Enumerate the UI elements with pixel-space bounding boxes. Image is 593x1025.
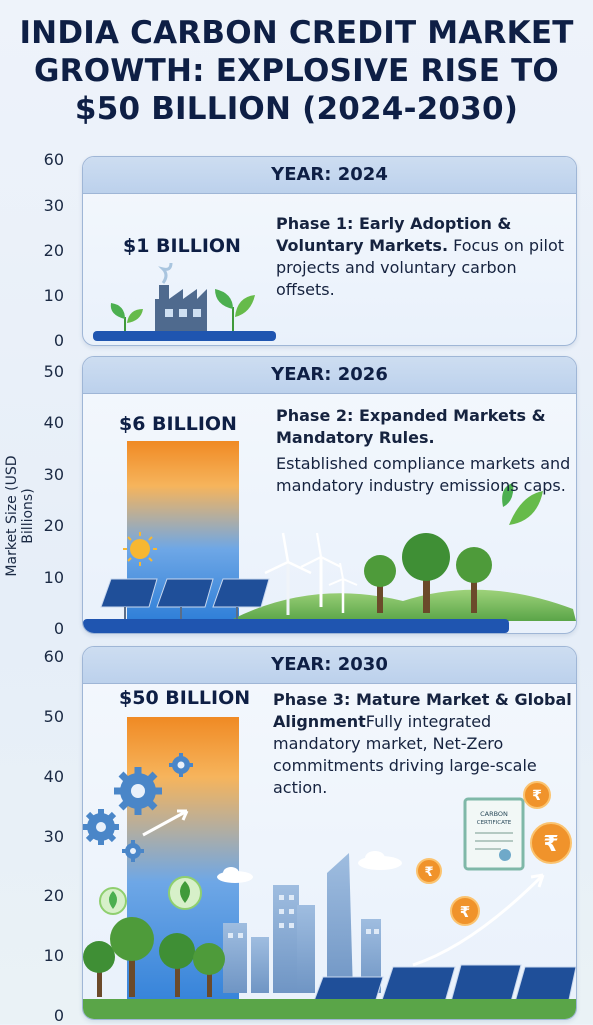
- phase-text-2026: Phase 2: Expanded Markets & Mandatory Ru…: [276, 405, 572, 497]
- y-tick-label: 50: [43, 706, 64, 726]
- y-tick-label: 10: [43, 946, 64, 966]
- y-tick-label: 30: [43, 826, 64, 846]
- panel-2-art: [83, 441, 576, 633]
- title-line-2: GROWTH: EXPLOSIVE RISE TO: [34, 53, 559, 89]
- baseline-bar: [83, 619, 509, 633]
- y-tick-label: 10: [43, 567, 64, 587]
- cloud-icon: [217, 867, 253, 883]
- coin-symbol: ₹: [532, 788, 542, 804]
- gear-icon: [169, 753, 193, 777]
- gear-icon: [114, 767, 162, 815]
- sun-icon: [123, 532, 157, 566]
- certificate-line-2: CERTIFICATE: [477, 820, 512, 826]
- wind-turbine-icon: [328, 562, 358, 613]
- arrow-icon: [412, 873, 545, 967]
- tree-icon: [402, 533, 450, 613]
- certificate-icon: CARBON CERTIFICATE: [463, 797, 525, 871]
- y-tick-label: 10: [43, 286, 64, 305]
- gear-icon: [83, 809, 119, 845]
- y-tick-label: 20: [43, 886, 64, 906]
- y-tick-label: 60: [43, 150, 64, 169]
- solar-panel-icon: [100, 578, 158, 619]
- phase-desc-2024: Focus on pilot projects and voluntary ca…: [276, 236, 565, 299]
- cloud-icon: [358, 851, 402, 870]
- leaf-icon: [502, 483, 543, 525]
- phase-desc-2026: Established compliance markets and manda…: [276, 454, 571, 495]
- y-tick-label: 20: [43, 516, 64, 536]
- page-title: INDIA CARBON CREDIT MARKET GROWTH: EXPLO…: [0, 14, 593, 128]
- year-label-2024: YEAR: 2024: [83, 157, 576, 194]
- y-tick-label: 0: [53, 619, 64, 638]
- rupee-coin-icon: ₹: [416, 858, 442, 884]
- city-icon: [223, 853, 381, 993]
- phase-title-2026: Phase 2: Expanded Markets & Mandatory Ru…: [276, 406, 546, 447]
- leaf-icon: [215, 289, 255, 333]
- wind-turbine-icon: [264, 532, 312, 615]
- tree-icon: [456, 547, 492, 613]
- y-tick-label: 40: [43, 766, 64, 786]
- tree-icon: [110, 917, 154, 997]
- coin-symbol: ₹: [543, 832, 558, 857]
- gear-icon: [122, 840, 144, 862]
- solar-panel-icon: [156, 578, 214, 619]
- y-tick-label: 0: [53, 331, 64, 350]
- value-label-2026: $6 BILLION: [119, 413, 237, 435]
- certificate-line-1: CARBON: [480, 810, 508, 818]
- phase-text-2024: Phase 1: Early Adoption & Voluntary Mark…: [276, 213, 571, 301]
- y-tick-label: 30: [43, 464, 64, 484]
- wind-turbine-icon: [300, 532, 342, 607]
- rupee-coin-icon: ₹: [450, 896, 480, 926]
- leaf-icon: [99, 887, 127, 915]
- leaf-icon: [110, 303, 143, 333]
- tree-icon: [364, 555, 396, 613]
- y-tick-label: 50: [43, 362, 64, 381]
- title-line-3: $50 BILLION (2024-2030): [74, 91, 519, 127]
- panel-1-art: [93, 262, 276, 341]
- rupee-coin-icon: ₹: [523, 781, 551, 809]
- chart-panel-2030: CARBON CERTIFICATE ₹ ₹ ₹ ₹ YEAR: 2030 $5…: [82, 646, 577, 1020]
- chart-panel-2024: YEAR: 2024 $1 BILLION Phase 1: Early Ado…: [82, 156, 577, 346]
- solar-panel-icon: [212, 578, 270, 619]
- phase-desc-2030: Fully integrated mandatory market, Net-Z…: [273, 712, 537, 797]
- baseline-bar: [93, 331, 276, 341]
- panel-3-art: CARBON CERTIFICATE ₹ ₹ ₹ ₹: [83, 717, 576, 1019]
- phase-title-2030: Phase 3: Mature Market & Global Alignmen…: [273, 690, 572, 731]
- chart-panel-2026: YEAR: 2026 $6 BILLION Phase 2: Expanded …: [82, 356, 577, 634]
- title-line-1: INDIA CARBON CREDIT MARKET: [19, 15, 574, 51]
- y-tick-label: 40: [43, 413, 64, 433]
- coin-symbol: ₹: [424, 865, 433, 880]
- arrow-icon: [142, 809, 189, 837]
- year-label-2030: YEAR: 2030: [83, 647, 576, 684]
- y-tick-label: 20: [43, 241, 64, 260]
- coin-symbol: ₹: [460, 903, 470, 921]
- y-tick-label: 0: [53, 1006, 64, 1025]
- tree-icon: [193, 943, 225, 997]
- phase-title-2024: Phase 1: Early Adoption & Voluntary Mark…: [276, 214, 512, 255]
- factory-icon: [155, 262, 207, 333]
- phase-text-2030: Phase 3: Mature Market & Global Alignmen…: [273, 689, 573, 799]
- tree-icon: [159, 933, 195, 997]
- value-label-2024: $1 BILLION: [123, 235, 241, 257]
- rupee-coin-icon: ₹: [530, 822, 572, 864]
- value-label-2030: $50 BILLION: [119, 687, 251, 709]
- tree-icon: [83, 941, 115, 997]
- y-tick-label: 30: [43, 196, 64, 215]
- leaf-icon: [168, 876, 202, 910]
- year-label-2026: YEAR: 2026: [83, 357, 576, 394]
- y-tick-label: 60: [43, 647, 64, 666]
